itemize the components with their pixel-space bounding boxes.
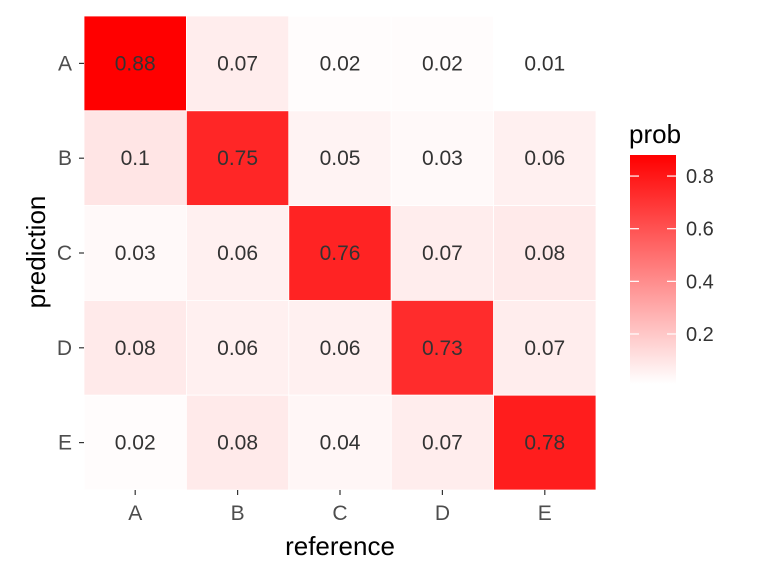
heatmap-cell (83, 15, 187, 112)
cell-value-label: 0.01 (524, 52, 565, 75)
cell-value-label: 0.04 (320, 432, 361, 455)
legend-colorbar (630, 155, 676, 384)
x-axis-tick-label: D (435, 502, 450, 525)
legend-ticks: 0.2 0.4 0.6 0.8 (630, 166, 714, 346)
x-axis-tick-label: C (332, 502, 347, 525)
cell-value-label: 0.08 (217, 432, 258, 455)
cell-value-label: 0.03 (115, 242, 156, 265)
heatmap-cell (493, 205, 597, 301)
heatmap-cell (288, 110, 392, 207)
cell-value-label: 0.75 (217, 147, 258, 170)
heatmap-cell (493, 15, 597, 112)
legend: prob 0.2 0.4 0.6 0.8 (629, 119, 714, 384)
y-axis-tick-label: C (57, 242, 72, 265)
y-axis-tick-label: D (57, 337, 72, 360)
cell-value-label: 0.02 (422, 52, 463, 75)
heatmap-cell (83, 394, 187, 491)
heatmap-cell (288, 299, 392, 396)
heatmap-cell (493, 110, 597, 207)
legend-title: prob (629, 119, 681, 149)
heatmap-cell (288, 15, 392, 112)
heatmap-cell (390, 15, 495, 112)
heatmap-cell (390, 299, 495, 396)
heatmap-cell (185, 205, 290, 301)
cell-value-label: 0.03 (422, 147, 463, 170)
cell-value-label: 0.07 (524, 337, 565, 360)
cell-value-label: 0.06 (217, 242, 258, 265)
x-axis-tick-label: A (128, 502, 142, 525)
cell-value-label: 0.06 (524, 147, 565, 170)
y-axis-tick-label: B (58, 147, 72, 170)
heatmap-cell (185, 394, 290, 491)
heatmap-cell (288, 394, 392, 491)
cell-value-label: 0.07 (217, 52, 258, 75)
cell-value-label: 0.78 (524, 432, 565, 455)
heatmap-cell (83, 110, 187, 207)
x-axis-tick-label: B (231, 502, 245, 525)
cell-value-label: 0.06 (217, 337, 258, 360)
heatmap-cell (185, 299, 290, 396)
cell-value-label: 0.88 (115, 52, 156, 75)
cell-value-label: 0.07 (422, 432, 463, 455)
cell-value-label: 0.07 (422, 242, 463, 265)
y-axis-tick-label: A (58, 52, 72, 75)
cell-value-label: 0.02 (115, 432, 156, 455)
cell-value-label: 0.08 (115, 337, 156, 360)
heatmap-cell-labels: 0.88 0.07 0.02 0.02 0.01 0.1 0.75 0.05 0.03 0.06 0… (115, 52, 565, 454)
cell-value-label: 0.06 (320, 337, 361, 360)
y-axis-tick-label: E (58, 432, 72, 455)
x-axis-title: reference (285, 531, 395, 561)
legend-tick-label: 0.4 (686, 271, 714, 293)
legend-tick-label: 0.2 (686, 324, 714, 346)
cell-value-label: 0.76 (320, 242, 361, 265)
cell-value-label: 0.08 (524, 242, 565, 265)
heatmap-cell (390, 205, 495, 301)
axes: A B C D E A B C D E (57, 52, 552, 525)
heatmap-cell (493, 299, 597, 396)
heatmap-cell (185, 15, 290, 112)
cell-value-label: 0.05 (320, 147, 361, 170)
cell-value-label: 0.1 (121, 147, 150, 170)
cell-value-label: 0.02 (320, 52, 361, 75)
heatmap-cell (493, 394, 597, 491)
x-axis-tick-label: E (538, 502, 552, 525)
cell-value-label: 0.73 (422, 337, 463, 360)
legend-tick-label: 0.6 (686, 219, 714, 241)
legend-tick-label: 0.8 (686, 166, 714, 188)
heatmap-cells (83, 15, 597, 491)
heatmap-cell (288, 205, 392, 301)
y-axis-title: prediction (21, 196, 51, 309)
